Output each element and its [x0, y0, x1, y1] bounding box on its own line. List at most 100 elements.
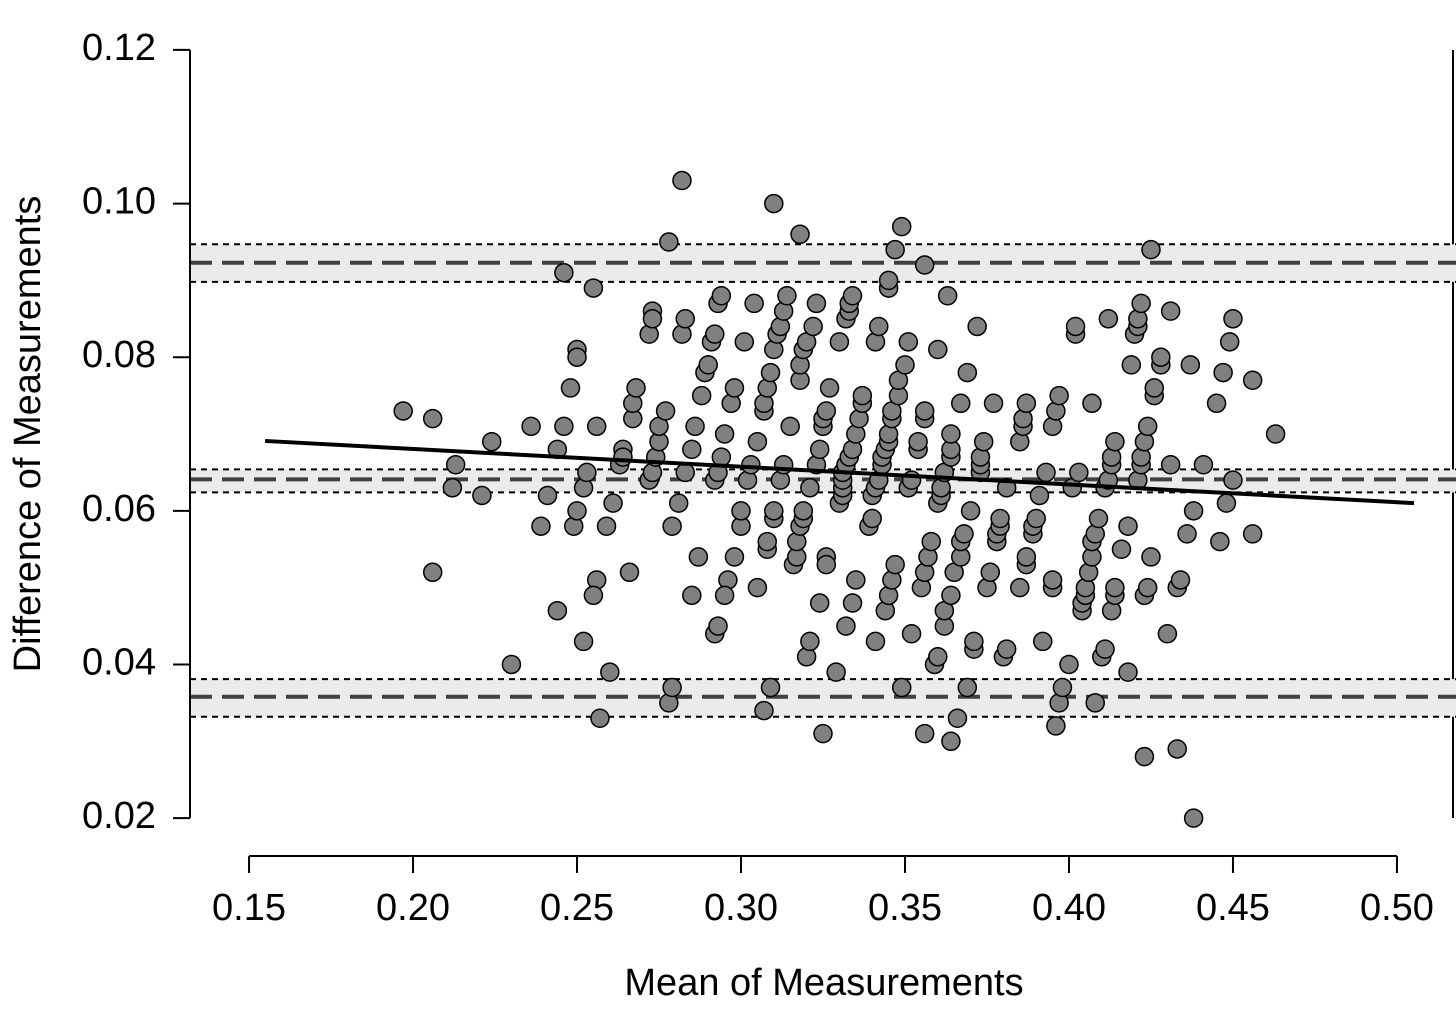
point — [846, 570, 866, 590]
point — [600, 662, 620, 682]
y-tick-label: 0.02 — [82, 795, 156, 837]
point — [954, 524, 974, 544]
point — [898, 332, 919, 352]
point — [1105, 577, 1125, 598]
x-tick-label: 0.45 — [1196, 887, 1270, 929]
point — [1216, 493, 1237, 513]
x-tick-label: 0.30 — [704, 887, 778, 929]
point — [914, 255, 935, 275]
point — [862, 508, 882, 529]
point — [1049, 385, 1069, 406]
point — [895, 355, 915, 375]
point — [885, 239, 905, 260]
point — [662, 516, 682, 536]
point — [1029, 485, 1050, 506]
point — [554, 416, 574, 437]
point — [764, 193, 784, 214]
point — [1177, 524, 1197, 544]
point — [586, 416, 607, 437]
point — [688, 547, 709, 567]
point — [1082, 393, 1102, 414]
point — [1059, 654, 1079, 675]
point — [1265, 424, 1286, 444]
point — [964, 631, 984, 652]
point — [547, 600, 568, 621]
point — [577, 462, 597, 483]
point — [603, 493, 623, 513]
point — [1183, 808, 1204, 828]
x-tick-label: 0.40 — [1032, 887, 1106, 929]
point — [813, 723, 833, 744]
point — [957, 362, 978, 383]
point — [764, 501, 784, 521]
point — [829, 332, 850, 352]
point — [809, 439, 830, 460]
point — [613, 447, 633, 467]
point — [1032, 631, 1053, 652]
x-tick-label: 0.50 — [1360, 887, 1434, 929]
point — [1134, 746, 1155, 767]
point — [1223, 470, 1243, 490]
point — [472, 485, 492, 506]
point — [803, 316, 823, 337]
point — [1183, 501, 1204, 521]
point — [619, 562, 640, 583]
point — [708, 616, 728, 636]
point — [1026, 508, 1046, 529]
y-tick-label: 0.10 — [82, 181, 156, 223]
point — [1242, 524, 1263, 544]
point — [928, 647, 948, 667]
point — [1157, 624, 1178, 644]
point — [659, 232, 679, 252]
point — [573, 631, 594, 652]
point — [668, 493, 689, 513]
point — [960, 501, 981, 521]
point — [1206, 393, 1227, 414]
x-tick-label: 0.35 — [868, 887, 942, 929]
point — [445, 455, 466, 475]
point — [537, 485, 558, 506]
point — [941, 731, 961, 752]
point — [560, 378, 581, 398]
point — [682, 439, 702, 460]
point — [1065, 316, 1086, 337]
point — [980, 562, 1001, 583]
point — [1036, 462, 1056, 483]
point — [1118, 516, 1138, 536]
point — [1046, 716, 1066, 736]
point — [891, 677, 912, 698]
point — [1151, 347, 1171, 367]
y-tick-label: 0.06 — [82, 488, 156, 530]
x-axis-title: Mean of Measurements — [624, 962, 1023, 1004]
point — [1095, 639, 1115, 659]
point — [1223, 309, 1243, 329]
point — [1069, 462, 1089, 483]
point — [724, 378, 745, 398]
point — [714, 424, 735, 444]
point — [1105, 431, 1125, 452]
point — [675, 309, 695, 329]
point — [724, 547, 745, 567]
point — [1137, 577, 1158, 598]
point — [793, 501, 814, 521]
y-tick-label: 0.04 — [82, 642, 156, 684]
point — [691, 385, 712, 406]
fit-line — [264, 438, 1415, 506]
point — [1016, 393, 1037, 414]
point — [754, 700, 774, 721]
point — [800, 631, 820, 652]
point — [744, 293, 764, 314]
point — [947, 708, 968, 728]
point — [685, 416, 705, 437]
point — [554, 262, 574, 283]
point — [777, 286, 797, 306]
point — [567, 347, 587, 367]
point — [1213, 362, 1233, 383]
point — [973, 431, 994, 452]
point — [1016, 547, 1037, 567]
point — [731, 501, 751, 521]
point — [1137, 416, 1158, 437]
point — [422, 562, 443, 583]
point — [1210, 531, 1230, 552]
